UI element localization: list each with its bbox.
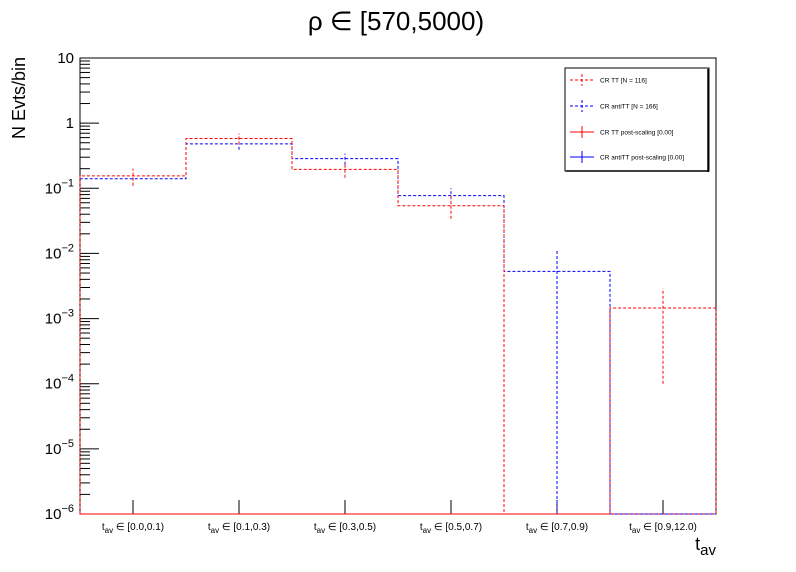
series-1-line bbox=[79, 138, 717, 515]
y-axis-title: N Evts/bin bbox=[9, 57, 29, 139]
x-tick-range: ∈ [0.9,12.0) bbox=[640, 522, 697, 533]
x-axis-title-var: t bbox=[695, 534, 700, 554]
y-tick-label: 10−4 bbox=[45, 373, 74, 393]
legend-label: CR TT [N = 116] bbox=[600, 78, 647, 85]
x-axis-title-subscript: av bbox=[700, 542, 716, 559]
y-tick-label: 10−1 bbox=[45, 177, 74, 197]
x-tick-range: ∈ [0.5,0.7) bbox=[431, 522, 482, 533]
x-tick-var-subscript: av bbox=[423, 526, 431, 535]
x-tick-label: tav ∈ [0.5,0.7) bbox=[420, 522, 482, 535]
x-tick-range: ∈ [0.3,0.5) bbox=[325, 522, 376, 533]
x-tick-label: tav ∈ [0.7,0.9) bbox=[526, 522, 588, 535]
y-tick-label: 10 bbox=[57, 50, 74, 67]
x-tick-label: tav ∈ [0.3,0.5) bbox=[314, 522, 376, 535]
x-tick-var: t bbox=[208, 522, 211, 533]
chart-title: ρ ∈ [570,5000) bbox=[308, 6, 484, 36]
x-tick-var: t bbox=[629, 522, 632, 533]
y-tick-base: 10 bbox=[45, 376, 62, 393]
y-tick-base: 10 bbox=[45, 180, 62, 197]
y-tick-label: 10−6 bbox=[45, 503, 74, 523]
y-tick-exponent: −6 bbox=[61, 503, 74, 515]
y-tick-exponent: −3 bbox=[61, 308, 74, 320]
x-tick-var: t bbox=[102, 522, 105, 533]
legend-label: CR antiTT [N = 166] bbox=[600, 104, 658, 111]
x-axis-title: tav bbox=[695, 534, 716, 559]
legend: CR TT [N = 116] CR antiTT [N = 166] CR TT … bbox=[564, 67, 710, 172]
y-tick-label: 1 bbox=[66, 115, 74, 132]
x-tick-var-subscript: av bbox=[529, 526, 537, 535]
x-tick-var: t bbox=[420, 522, 423, 533]
x-tick-var-subscript: av bbox=[105, 526, 113, 535]
x-tick-var-subscript: av bbox=[317, 526, 325, 535]
legend-label: CR TT post-scaling [0.00] bbox=[600, 130, 674, 137]
y-tick-base: 10 bbox=[45, 441, 62, 458]
x-tick-label: tav ∈ [0.9,12.0) bbox=[629, 522, 697, 535]
x-tick-var-subscript: av bbox=[632, 526, 640, 535]
y-tick-label: 10−2 bbox=[45, 242, 74, 262]
y-tick-base: 10 bbox=[45, 506, 62, 523]
y-tick-label: 10−5 bbox=[45, 438, 74, 458]
y-tick-base: 10 bbox=[45, 245, 62, 262]
y-tick-label: 10−3 bbox=[45, 308, 74, 328]
legend-label: CR antiTT post-scaling [0.00] bbox=[600, 155, 684, 162]
x-tick-var: t bbox=[526, 522, 529, 533]
x-tick-label: tav ∈ [0.0,0.1) bbox=[102, 522, 164, 535]
x-tick-range: ∈ [0.0,0.1) bbox=[113, 522, 164, 533]
y-tick-exponent: −2 bbox=[61, 242, 74, 254]
x-tick-var-subscript: av bbox=[211, 526, 219, 535]
y-tick-exponent: −5 bbox=[61, 438, 74, 450]
series-2-line bbox=[79, 143, 716, 515]
legend-box bbox=[564, 67, 710, 172]
y-tick-exponent: −1 bbox=[61, 177, 74, 189]
x-tick-range: ∈ [0.1,0.3) bbox=[219, 522, 270, 533]
y-tick-base: 10 bbox=[45, 311, 62, 328]
x-tick-var: t bbox=[314, 522, 317, 533]
x-tick-range: ∈ [0.7,0.9) bbox=[537, 522, 588, 533]
x-tick-label: tav ∈ [0.1,0.3) bbox=[208, 522, 270, 535]
y-tick-exponent: −4 bbox=[61, 373, 74, 385]
